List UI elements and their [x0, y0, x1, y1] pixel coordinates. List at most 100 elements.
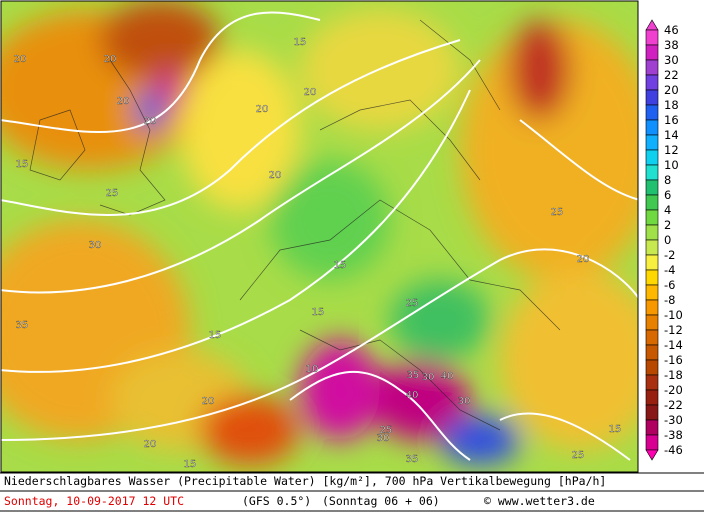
colorbar-label: -46: [664, 443, 683, 457]
colorbar-segment: [645, 209, 659, 226]
contour-label: 15: [334, 260, 347, 271]
colorbar-label: 10: [664, 158, 679, 172]
colorbar-label: -18: [664, 368, 683, 382]
contour-label: 20: [577, 254, 590, 265]
colorbar-label: -30: [664, 413, 683, 427]
colorbar-segment: [645, 299, 659, 316]
colorbar-segment: [645, 134, 659, 151]
colorbar-label: 4: [664, 203, 671, 217]
colorbar-segment: [645, 179, 659, 196]
colorbar-segment: [645, 269, 659, 286]
colorbar-label: -12: [664, 323, 683, 337]
contour-label: 25: [106, 188, 119, 199]
colorbar-segment: [645, 104, 659, 121]
colorbar-label: -6: [664, 278, 675, 292]
colorbar-label: 30: [664, 53, 679, 67]
contour-label: 35: [16, 320, 29, 331]
footer-date: Sonntag, 10-09-2017 12 UTC: [4, 494, 184, 508]
colorbar-label: -10: [664, 308, 683, 322]
colorbar-segment: [645, 239, 659, 256]
colorbar-label: -16: [664, 353, 683, 367]
field: [1, 1, 638, 472]
colorbar-segment: [645, 119, 659, 136]
contour-label: 25: [380, 425, 393, 436]
contour-label: 40: [406, 390, 419, 401]
contour-label: 15: [184, 459, 197, 470]
colorbar-label: -2: [664, 248, 675, 262]
contour-label: 20: [202, 396, 215, 407]
contour-label: 15: [609, 424, 622, 435]
colorbar-segment: [645, 329, 659, 346]
colorbar-label: 12: [664, 143, 679, 157]
colorbar-segment: [645, 164, 659, 181]
contour-label: 30: [89, 240, 102, 251]
colorbar-segment: [645, 89, 659, 106]
contour-label: 10: [306, 364, 319, 375]
contour-label: 20: [304, 87, 317, 98]
colorbar-segment: [645, 29, 659, 46]
contour-label: 25: [572, 450, 585, 461]
map-frame: [0, 0, 639, 473]
contour-label: 30: [422, 372, 435, 383]
colorbar-segment: [645, 434, 659, 451]
contour-label: 35: [407, 370, 420, 381]
colorbar-label: 0: [664, 233, 671, 247]
contour-label: 15: [16, 159, 29, 170]
colorbar-label: 20: [664, 83, 679, 97]
colorbar-segment: [645, 404, 659, 421]
contour-label: 25: [551, 207, 564, 218]
contour-label: 40: [441, 371, 454, 382]
colorbar-segment: [645, 194, 659, 211]
colorbar-segment: [645, 314, 659, 331]
colorbar-segment: [645, 44, 659, 61]
colorbar-label: 16: [664, 113, 679, 127]
colorbar-label: -20: [664, 383, 683, 397]
footer-title: Niederschlagbares Wasser (Precipitable W…: [4, 474, 606, 488]
footer-source: © www.wetter3.de: [484, 494, 595, 508]
footer-run: (Sonntag 06 + 06): [322, 494, 440, 508]
contour-label: 15: [312, 307, 325, 318]
contour-label: 15: [294, 37, 307, 48]
contour-label: 20: [144, 116, 157, 127]
colorbar-label: 14: [664, 128, 679, 142]
colorbar-label: -14: [664, 338, 683, 352]
colorbar-segment: [645, 344, 659, 361]
colorbar-label: 46: [664, 23, 679, 37]
colorbar-segment: [645, 74, 659, 91]
colorbar-label: 2: [664, 218, 671, 232]
contour-label: 20: [14, 54, 27, 65]
colorbar-segment: [645, 359, 659, 376]
contour-label: 20: [117, 96, 130, 107]
colorbar-segment: [645, 419, 659, 436]
footer-model: (GFS 0.5°): [242, 494, 311, 508]
colorbar-label: 18: [664, 98, 679, 112]
contour-label: 15: [209, 330, 222, 341]
colorbar-segment: [645, 59, 659, 76]
colorbar-cap: [645, 449, 659, 461]
contour-label: 30: [458, 396, 471, 407]
contour-label: 30: [377, 433, 390, 444]
colorbar-segment: [645, 374, 659, 391]
colorbar-label: -22: [664, 398, 683, 412]
colorbar-segment: [645, 149, 659, 166]
colorbar-label: -4: [664, 263, 675, 277]
colorbar-label: 38: [664, 38, 679, 52]
contour-label: 35: [406, 454, 419, 465]
colorbar-label: 6: [664, 188, 671, 202]
colorbar-label: 8: [664, 173, 671, 187]
contour-label: 20: [104, 54, 117, 65]
contour-label: 20: [256, 104, 269, 115]
contour-label: 25: [406, 298, 419, 309]
colorbar-segment: [645, 224, 659, 241]
colorbar-segment: [645, 284, 659, 301]
contour-label: 20: [144, 439, 157, 450]
colorbar-label: 22: [664, 68, 679, 82]
colorbar-segment: [645, 389, 659, 406]
colorbar-segment: [645, 254, 659, 271]
contour-label: 20: [269, 170, 282, 181]
colorbar-label: -8: [664, 293, 675, 307]
colorbar-label: -38: [664, 428, 683, 442]
